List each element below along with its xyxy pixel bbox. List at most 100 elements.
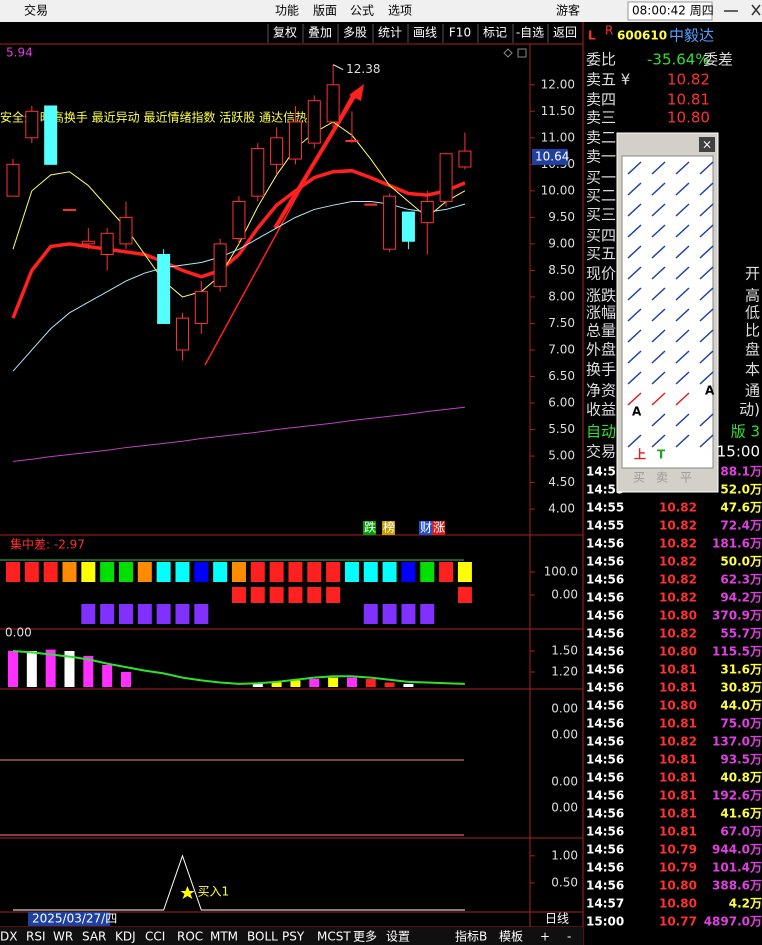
toolbar-button[interactable]: 画线 (413, 26, 437, 40)
indicator-tab[interactable]: 更多 (353, 930, 377, 944)
palette-tool[interactable] (651, 308, 666, 322)
palette-tool[interactable] (627, 287, 642, 301)
tab-button[interactable]: + (540, 930, 550, 944)
palette-tool[interactable] (675, 308, 690, 322)
menu-item[interactable]: 选项 (388, 4, 412, 18)
tab-button[interactable]: - (567, 930, 571, 944)
palette-tool[interactable] (699, 182, 714, 196)
toolbar-button[interactable]: 复权 (273, 26, 297, 40)
palette-tool[interactable] (699, 224, 714, 238)
menu-item[interactable]: 公式 (350, 4, 374, 18)
palette-tool[interactable] (699, 266, 714, 280)
indicator-tab[interactable]: KDJ (115, 930, 136, 944)
palette-tool[interactable] (675, 224, 690, 238)
palette-tool[interactable] (627, 161, 642, 175)
bid-label: 买二 (586, 187, 616, 205)
badge-box (363, 521, 376, 535)
indicator-tab[interactable]: 设置 (386, 930, 410, 944)
palette-tool-text[interactable]: 上 (634, 447, 646, 462)
indicator-tab[interactable]: RSI (26, 930, 46, 944)
palette-tool[interactable] (699, 245, 714, 259)
palette-close[interactable]: × (702, 138, 712, 152)
indicator-tab[interactable]: CCI (145, 930, 165, 944)
palette-tool-text[interactable]: T (657, 448, 666, 462)
palette-tool[interactable] (651, 287, 666, 301)
palette-tool[interactable] (699, 161, 714, 175)
indicator-tab[interactable]: ROC (177, 930, 203, 944)
palette-tool[interactable] (699, 371, 714, 385)
indicator-tab[interactable]: WR (53, 930, 73, 944)
palette-tool[interactable] (627, 434, 642, 448)
indicator-tab[interactable]: PSY (282, 930, 305, 944)
palette-tool[interactable] (651, 203, 666, 217)
palette-tool[interactable] (699, 434, 714, 448)
palette-tool[interactable] (675, 413, 690, 427)
palette-tool[interactable] (651, 266, 666, 280)
palette-tool[interactable] (675, 371, 690, 385)
close-button[interactable] (751, 4, 761, 16)
palette-tool-text[interactable]: A (705, 384, 715, 398)
palette-tool[interactable] (675, 287, 690, 301)
toolbar-button[interactable]: 标记 (483, 26, 507, 40)
palette-tool[interactable] (699, 329, 714, 343)
palette-tool[interactable] (699, 308, 714, 322)
palette-tool[interactable] (699, 287, 714, 301)
candle-body (326, 84, 340, 123)
palette-tool[interactable] (651, 413, 666, 427)
palette-tool[interactable] (651, 182, 666, 196)
palette-tool[interactable] (651, 245, 666, 259)
palette-tool[interactable] (699, 350, 714, 364)
indicator-tab[interactable]: SAR (82, 930, 106, 944)
palette-tool[interactable] (699, 413, 714, 427)
indicator-tab[interactable]: MCST (317, 930, 351, 944)
palette-tool[interactable] (627, 308, 642, 322)
palette-tool-text[interactable]: A (632, 405, 642, 419)
palette-tool[interactable] (651, 371, 666, 385)
menu-item[interactable]: 功能 (275, 4, 299, 18)
palette-tool[interactable] (651, 350, 666, 364)
palette-tool[interactable] (675, 161, 690, 175)
palette-tool[interactable] (627, 329, 642, 343)
palette-tool[interactable] (675, 329, 690, 343)
palette-tool[interactable] (651, 329, 666, 343)
palette-footer[interactable]: 买 (633, 471, 645, 485)
quote-value: 版 3 (731, 423, 760, 441)
toolbar-button[interactable]: 叠加 (308, 26, 332, 40)
palette-tool[interactable] (627, 245, 642, 259)
palette-close-box[interactable] (699, 137, 715, 152)
chart-icon[interactable] (503, 48, 513, 58)
tab-button[interactable]: 指标B (455, 929, 487, 944)
menu-item[interactable]: 版面 (313, 4, 337, 18)
palette-tool[interactable] (627, 203, 642, 217)
palette-tool[interactable] (627, 182, 642, 196)
indicator-tab[interactable]: BOLL (247, 930, 278, 944)
chart-icon[interactable] (517, 48, 527, 58)
palette-tool[interactable] (651, 392, 666, 406)
palette-footer[interactable]: 平 (680, 471, 692, 485)
palette-tool[interactable] (675, 203, 690, 217)
palette-tool[interactable] (699, 203, 714, 217)
toolbar-button[interactable]: F10 (449, 26, 471, 40)
palette-tool[interactable] (651, 161, 666, 175)
palette-tool[interactable] (675, 350, 690, 364)
palette-tool[interactable] (627, 371, 642, 385)
tab-button[interactable]: 模板 (499, 930, 523, 944)
palette-tool[interactable] (651, 434, 666, 448)
palette-tool[interactable] (675, 392, 690, 406)
palette-footer[interactable]: 卖 (656, 471, 668, 485)
toolbar-button[interactable]: 统计 (378, 26, 402, 40)
toolbar-button[interactable]: -自选 (516, 26, 544, 40)
palette-tool[interactable] (627, 350, 642, 364)
palette-tool[interactable] (627, 266, 642, 280)
palette-tool[interactable] (627, 392, 642, 406)
palette-tool[interactable] (675, 266, 690, 280)
palette-tool[interactable] (675, 245, 690, 259)
toolbar-button[interactable]: 返回 (553, 26, 577, 40)
palette-tool[interactable] (675, 182, 690, 196)
indicator-tab[interactable]: DX (0, 930, 17, 944)
palette-tool[interactable] (651, 224, 666, 238)
toolbar-button[interactable]: 多股 (343, 26, 367, 40)
indicator-tab[interactable]: MTM (210, 930, 238, 944)
palette-tool[interactable] (675, 434, 690, 448)
palette-tool[interactable] (627, 224, 642, 238)
